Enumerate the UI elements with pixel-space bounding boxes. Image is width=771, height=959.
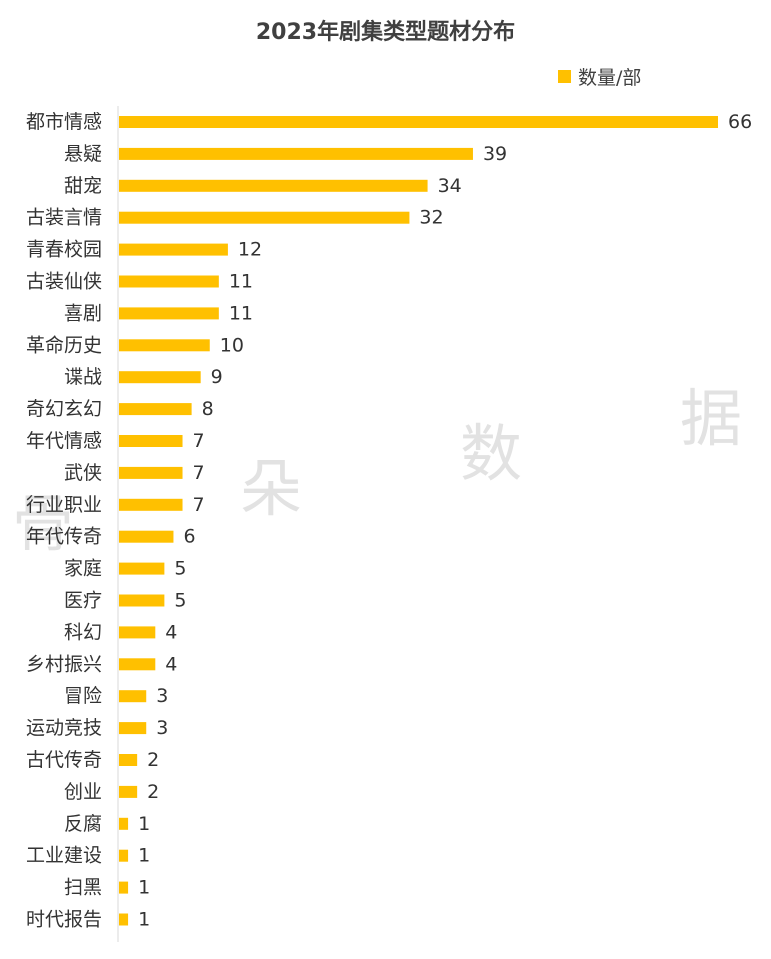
value-label: 32 — [419, 207, 443, 229]
bar — [119, 881, 129, 894]
value-label: 1 — [138, 813, 150, 835]
category-label: 医疗 — [64, 590, 102, 612]
category-label: 科幻 — [64, 621, 102, 643]
bar — [119, 466, 183, 479]
bar — [119, 275, 219, 288]
value-label: 10 — [220, 334, 244, 356]
bar — [119, 147, 473, 160]
bar — [119, 371, 201, 384]
bar — [119, 913, 129, 926]
category-label: 甜宠 — [64, 175, 102, 197]
value-label: 7 — [193, 462, 205, 484]
bar — [119, 658, 156, 671]
category-label: 扫黑 — [64, 877, 102, 899]
bar — [119, 498, 183, 511]
category-label: 冒险 — [64, 685, 102, 707]
bar — [119, 403, 192, 416]
legend: 数量/部 — [558, 63, 641, 90]
chart-title: 2023年剧集类型题材分布 — [255, 20, 516, 45]
category-label: 古代传奇 — [26, 749, 102, 771]
category-label: 武侠 — [64, 462, 102, 484]
category-label: 谍战 — [64, 366, 102, 388]
bar — [119, 339, 210, 352]
legend-swatch — [558, 70, 571, 83]
bar — [119, 179, 428, 192]
bar — [119, 116, 718, 128]
value-label: 2 — [147, 749, 159, 771]
value-label: 11 — [229, 271, 253, 293]
watermark-char: 据 — [680, 382, 742, 455]
value-label: 1 — [138, 877, 150, 899]
bar — [119, 211, 410, 224]
value-label: 9 — [211, 366, 223, 388]
category-label: 奇幻玄幻 — [26, 398, 102, 420]
bar — [119, 243, 228, 256]
category-label: 古装言情 — [26, 207, 102, 229]
value-label: 8 — [202, 398, 214, 420]
value-label: 34 — [438, 175, 462, 197]
category-label: 创业 — [64, 781, 102, 803]
bar — [119, 722, 147, 735]
category-label: 喜剧 — [64, 302, 102, 324]
watermark-char: 数 — [460, 417, 522, 490]
value-label: 3 — [156, 685, 168, 707]
value-label: 5 — [174, 590, 186, 612]
bar — [119, 785, 138, 798]
category-label: 时代报告 — [26, 909, 102, 931]
bar — [119, 690, 147, 703]
value-label: 5 — [174, 558, 186, 580]
value-label: 7 — [193, 430, 205, 452]
category-label: 革命历史 — [26, 334, 102, 356]
value-label: 6 — [183, 526, 195, 548]
value-label: 39 — [483, 143, 507, 165]
bar — [119, 435, 183, 447]
bar — [119, 594, 165, 607]
bar — [119, 307, 219, 320]
value-label: 66 — [728, 111, 752, 133]
category-label: 年代传奇 — [26, 526, 102, 548]
value-label: 4 — [165, 621, 177, 643]
bar — [119, 754, 138, 766]
category-label: 都市情感 — [26, 111, 102, 133]
value-label: 7 — [193, 494, 205, 516]
bar — [119, 849, 129, 862]
value-label: 4 — [165, 653, 177, 675]
category-label: 青春校园 — [26, 239, 102, 261]
category-label: 乡村振兴 — [26, 653, 102, 675]
bar — [119, 817, 129, 830]
value-label: 11 — [229, 302, 253, 324]
value-label: 2 — [147, 781, 159, 803]
category-label: 悬疑 — [64, 143, 102, 165]
bar — [119, 530, 174, 543]
value-label: 12 — [238, 239, 262, 261]
value-label: 1 — [138, 909, 150, 931]
bar — [119, 562, 165, 575]
category-label: 年代情感 — [26, 430, 102, 452]
category-label: 家庭 — [64, 558, 102, 580]
category-label: 行业职业 — [26, 494, 102, 516]
category-label: 运动竞技 — [26, 717, 102, 739]
bar — [119, 626, 156, 639]
legend-label: 数量/部 — [578, 67, 642, 89]
watermark-char: 朵 — [240, 452, 302, 525]
category-label: 工业建设 — [26, 845, 102, 867]
value-label: 1 — [138, 845, 150, 867]
watermark-char: 骨 — [12, 487, 74, 560]
category-label: 古装仙侠 — [26, 271, 102, 293]
value-label: 3 — [156, 717, 168, 739]
category-label: 反腐 — [64, 813, 102, 835]
